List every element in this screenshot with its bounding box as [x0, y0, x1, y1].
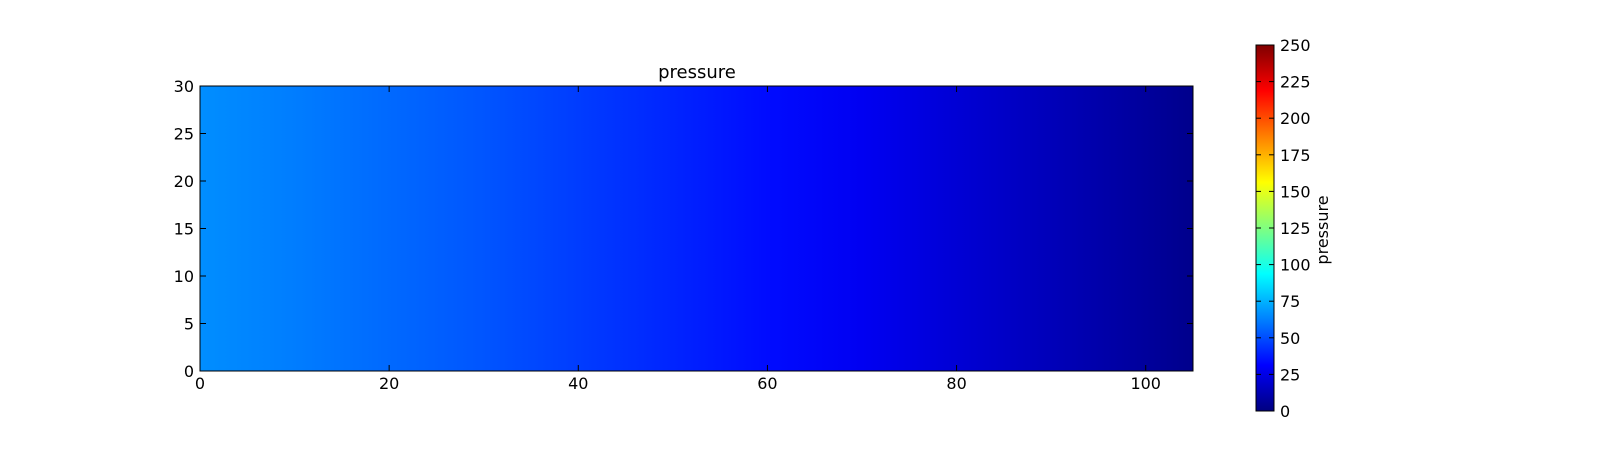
x-tick-label: 40	[568, 374, 588, 393]
colorbar-ticks: 0 25 50 75 100 125 150 175 200 225 250	[1256, 36, 1311, 421]
x-tick-label: 80	[946, 374, 966, 393]
colorbar-tick-label: 150	[1280, 182, 1311, 201]
colorbar-tick-label: 200	[1280, 109, 1311, 128]
x-tick-label: 100	[1130, 374, 1161, 393]
colorbar-tick-label: 250	[1280, 36, 1311, 55]
colorbar-tick-label: 50	[1280, 329, 1300, 348]
colorbar-tick-label: 225	[1280, 73, 1311, 92]
colorbar-tick-label: 75	[1280, 292, 1300, 311]
plot-frame	[199, 85, 1194, 372]
colorbar-tick-label: 0	[1280, 402, 1290, 421]
y-tick-label: 20	[174, 172, 194, 191]
y-tick-label: 5	[184, 315, 194, 334]
y-tick-label: 10	[174, 267, 194, 286]
y-axis-ticks: 0 5 10 15 20 25 30	[174, 77, 1193, 381]
x-tick-label: 60	[757, 374, 777, 393]
colorbar-tick-label: 100	[1280, 256, 1311, 275]
colorbar-label: pressure	[1313, 195, 1332, 264]
x-tick-label: 20	[379, 374, 399, 393]
x-tick-label: 0	[195, 374, 205, 393]
pressure-field	[200, 86, 1193, 371]
y-tick-label: 25	[174, 125, 194, 144]
x-axis-ticks: 0 20 40 60 80 100	[195, 86, 1161, 393]
y-tick-label: 0	[184, 362, 194, 381]
colorbar-tick-label: 25	[1280, 365, 1300, 384]
colorbar-tick-label: 125	[1280, 219, 1311, 238]
y-tick-label: 15	[174, 220, 194, 239]
y-tick-label: 30	[174, 77, 194, 96]
colorbar-tick-label: 175	[1280, 146, 1311, 165]
chart-title: pressure	[658, 62, 736, 83]
